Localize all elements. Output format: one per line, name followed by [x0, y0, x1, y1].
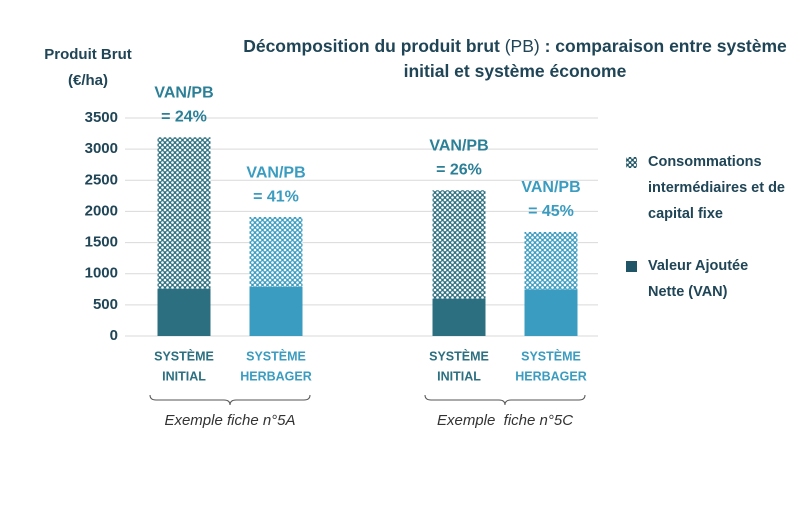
x-tick-label: SYSTÈME — [154, 348, 214, 363]
y-axis-label: Produit Brut — [44, 46, 132, 63]
ratio-label: VAN/PB — [154, 85, 213, 102]
ratio-value: = 24% — [161, 109, 207, 126]
y-tick-label: 500 — [93, 296, 118, 313]
ratio-label: VAN/PB — [521, 179, 580, 196]
legend-label: Valeur Ajoutée Nette (VAN) — [648, 258, 749, 300]
y-tick-label: 0 — [110, 327, 118, 344]
group-brace — [149, 394, 311, 406]
x-tick-label: HERBAGER — [515, 369, 587, 383]
ratio-label: VAN/PB — [429, 137, 488, 154]
legend-swatch — [626, 157, 637, 168]
x-tick-label: SYSTÈME — [246, 348, 306, 363]
x-tick-label: SYSTÈME — [429, 348, 489, 363]
y-axis-label: (€/ha) — [68, 72, 108, 89]
ratio-value: = 26% — [436, 161, 482, 178]
ratio-value: = 45% — [528, 203, 574, 220]
title-part: : comparaison entre système initial et s… — [403, 36, 787, 81]
ratio-label: VAN/PB — [246, 164, 305, 181]
y-tick-label: 3500 — [85, 109, 118, 126]
chart-title: Décomposition du produit brut (PB) : com… — [220, 34, 810, 84]
group-brace — [424, 394, 586, 406]
x-tick-label: HERBAGER — [240, 369, 312, 383]
bar-segment — [249, 217, 303, 287]
bar-segment — [524, 289, 578, 336]
bar-segment — [432, 298, 486, 336]
x-tick-label: INITIAL — [162, 369, 206, 383]
y-tick-label: 3000 — [85, 140, 118, 157]
ratio-value: = 41% — [253, 188, 299, 205]
title-part: (PB) — [504, 36, 540, 56]
y-tick-label: 2500 — [85, 171, 118, 188]
bar-segment — [524, 231, 578, 290]
bar-segment — [432, 190, 486, 299]
bar-segment — [157, 137, 211, 289]
legend-swatch — [626, 261, 637, 272]
title-part: Décomposition du produit brut — [243, 36, 500, 56]
y-tick-label: 1500 — [85, 234, 118, 251]
group-label: Exemple fiche n°5A — [164, 412, 295, 429]
x-tick-label: SYSTÈME — [521, 348, 581, 363]
group-label: Exemple fiche n°5C — [437, 412, 573, 429]
bar-segment — [157, 288, 211, 336]
y-tick-label: 1000 — [85, 265, 118, 282]
y-tick-label: 2000 — [85, 202, 118, 219]
legend-label: Consommations intermédiaires et de capit… — [648, 154, 785, 222]
bar-segment — [249, 286, 303, 336]
x-tick-label: INITIAL — [437, 369, 481, 383]
